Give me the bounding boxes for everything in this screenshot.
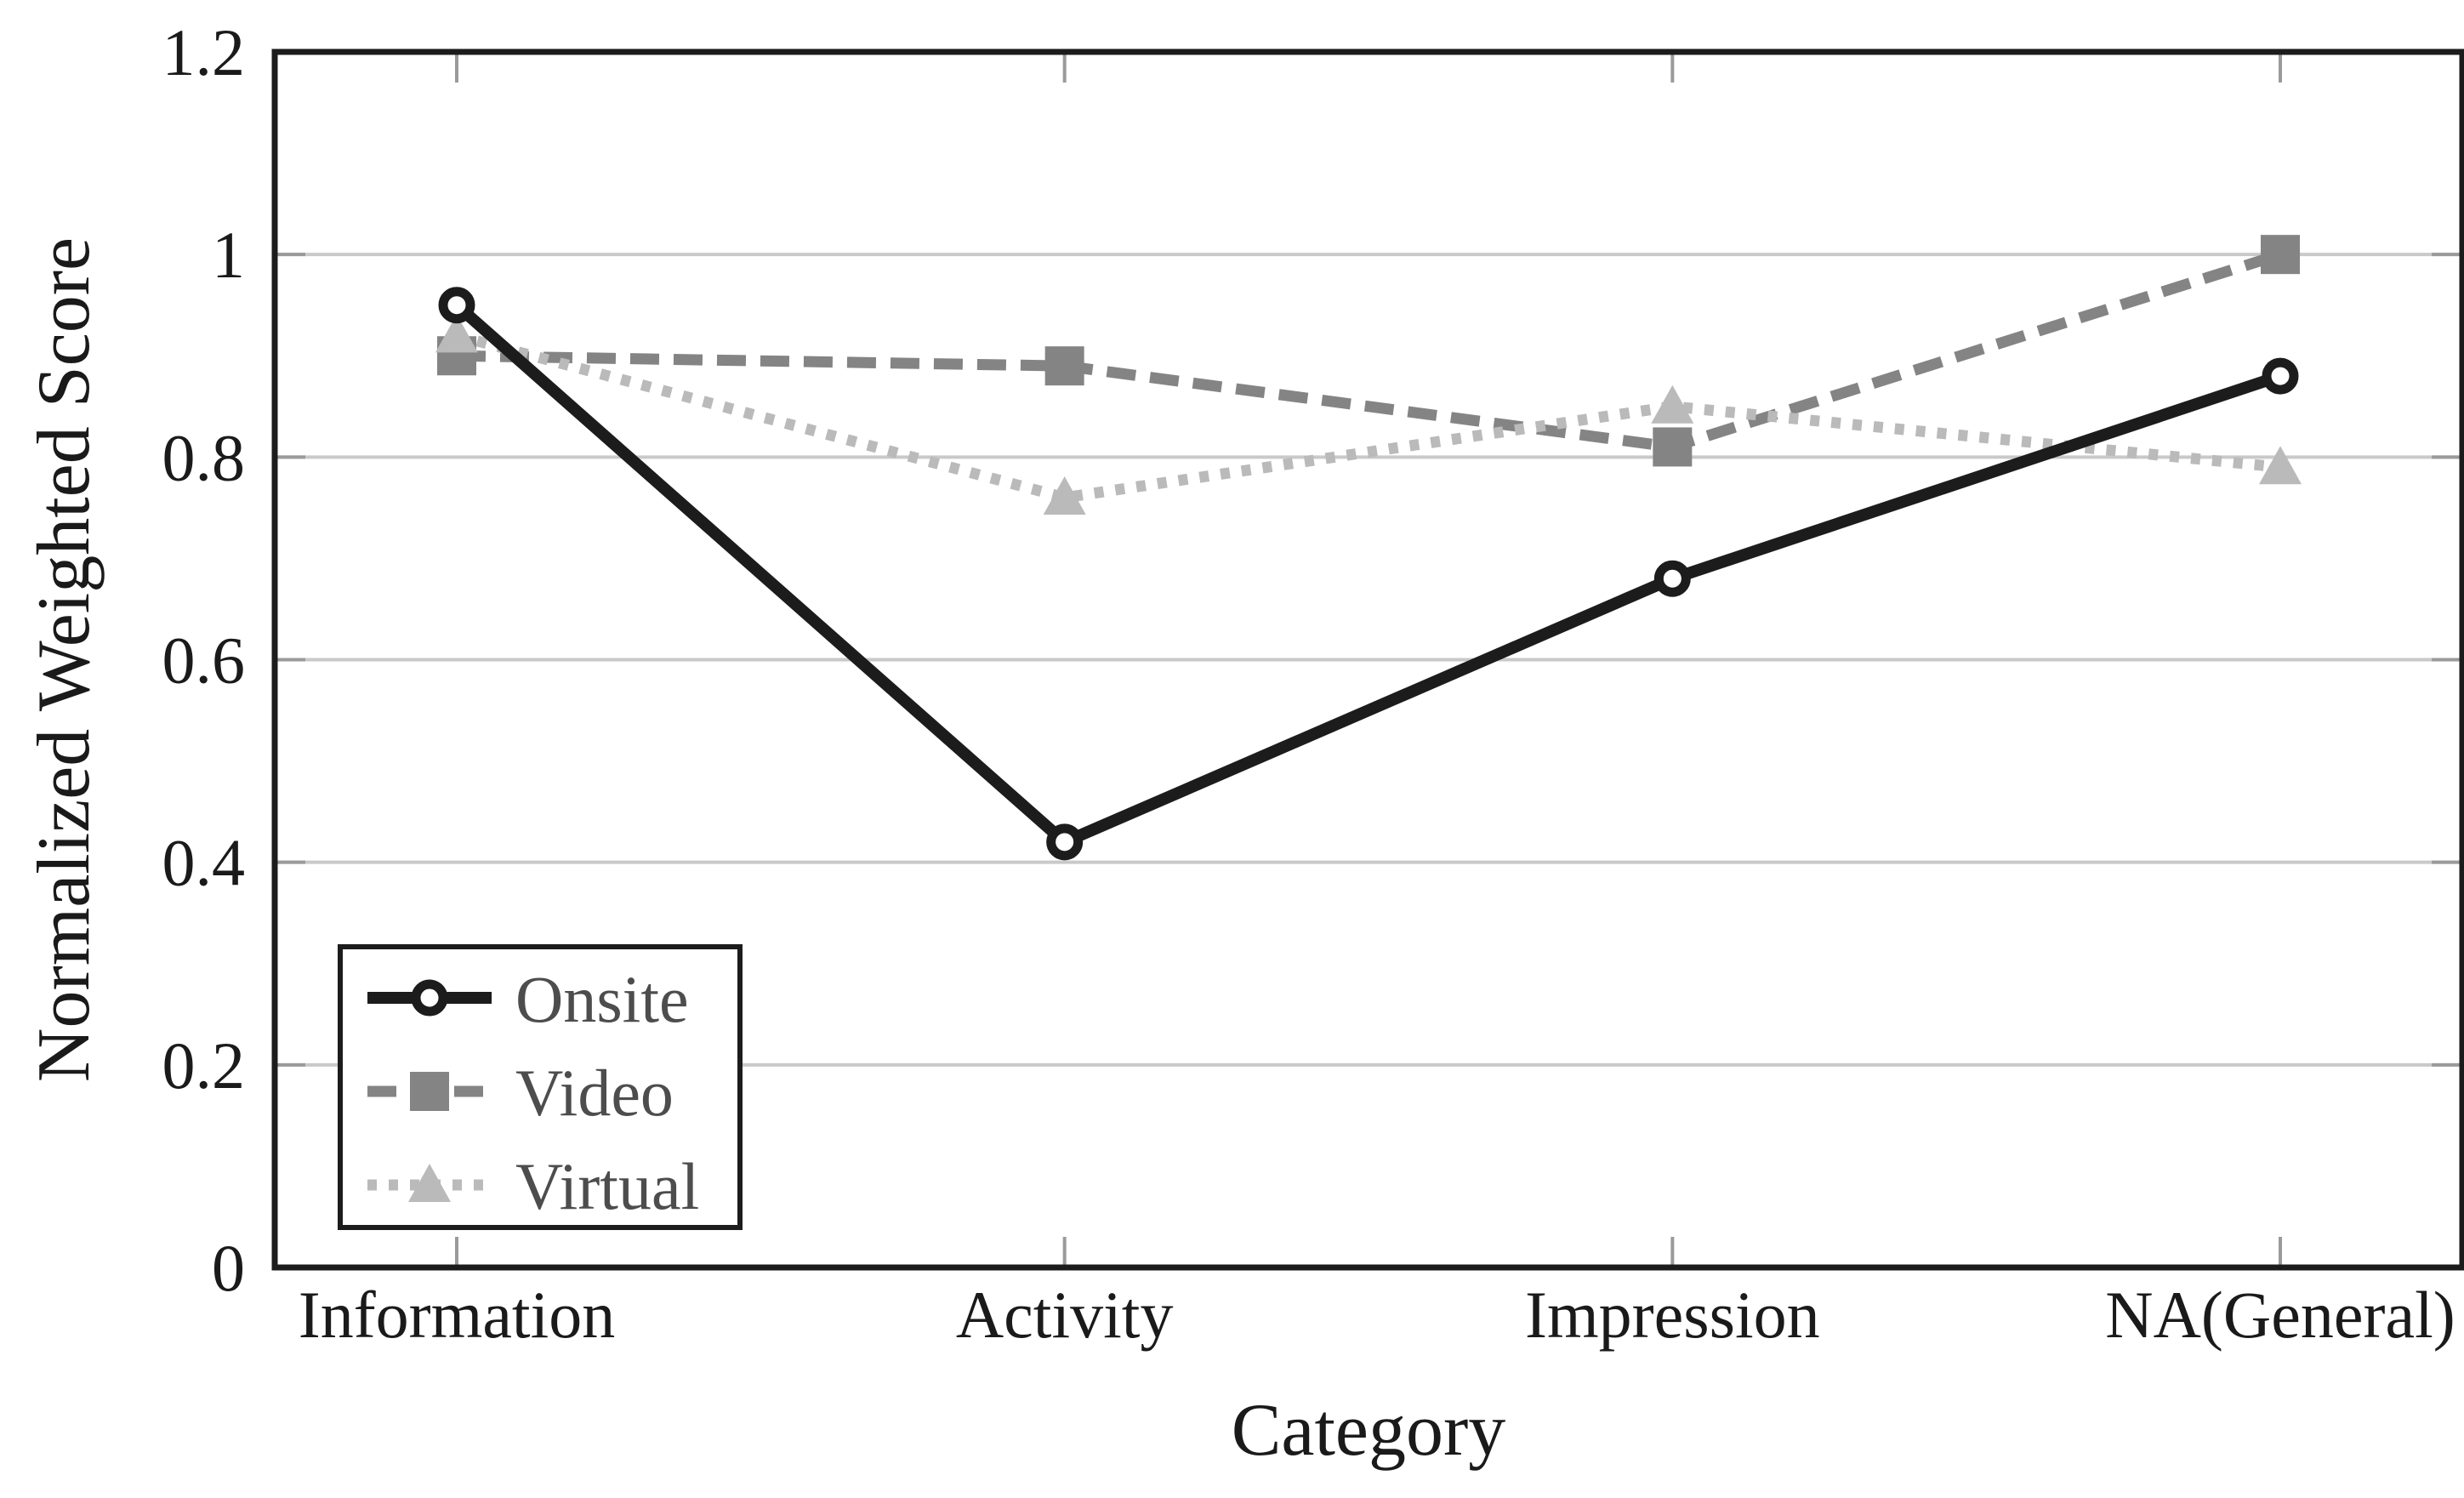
- legend-label-onsite: Onsite: [515, 962, 689, 1036]
- legend-marker-virtual: [408, 1164, 451, 1202]
- marker-onsite-activity: [1046, 823, 1084, 861]
- x-axis-label: Category: [1232, 1389, 1506, 1472]
- marker-video-activity: [1044, 346, 1084, 386]
- marker-virtual-information: [435, 314, 478, 353]
- y-axis-label: Normalized Weighted Score: [34, 237, 105, 1082]
- legend: Onsite Video Virtual: [338, 944, 743, 1230]
- legend-marker-onsite: [411, 979, 448, 1017]
- y-tick-label: 1: [212, 218, 245, 292]
- legend-entry-video: Video: [367, 1056, 674, 1130]
- legend-label-virtual: Virtual: [515, 1149, 699, 1223]
- series-line-virtual: [455, 330, 2281, 504]
- series-video: [437, 235, 2300, 467]
- marker-video-na-general: [2261, 235, 2300, 275]
- legend-label-video: Video: [515, 1056, 674, 1130]
- y-tick-label: 0.4: [162, 826, 246, 900]
- series-line-video: [456, 248, 2282, 453]
- marker-video-impression: [1653, 427, 1693, 467]
- marker-virtual-impression: [1651, 384, 1694, 424]
- series-line-onsite: [452, 300, 2283, 850]
- x-category-label: Information: [299, 1278, 616, 1352]
- x-category-label: Impression: [1525, 1278, 1820, 1352]
- y-tick-label: 0.2: [162, 1028, 246, 1102]
- gridlines: [275, 253, 2462, 1067]
- axis-text: 0 0.2 0.4 0.6 0.8 1 1.2 Information Activity Impr…: [34, 15, 2455, 1472]
- y-tick-label: 0.6: [162, 624, 246, 698]
- marker-virtual-na-general: [2259, 446, 2302, 485]
- line-chart: Onsite Video Virtual 0 0.2 0.4 0.6 0.8 1 1.2 Infor…: [34, 15, 2464, 1472]
- legend-entry-virtual: Virtual: [367, 1149, 699, 1223]
- x-category-label: Activity: [956, 1278, 1174, 1352]
- x-category-label: NA(General): [2105, 1278, 2455, 1352]
- plot-frame: [271, 48, 2464, 1271]
- marker-onsite-information: [438, 287, 475, 324]
- legend-marker-video: [410, 1072, 449, 1111]
- series-onsite: [438, 287, 2299, 861]
- legend-entry-onsite: Onsite: [367, 962, 689, 1036]
- y-tick-label: 0: [212, 1231, 245, 1305]
- marker-onsite-impression: [1653, 560, 1691, 597]
- chart-figure: Onsite Video Virtual 0 0.2 0.4 0.6 0.8 1 1.2 Infor…: [34, 14, 2464, 1484]
- y-tick-label: 0.8: [162, 420, 246, 494]
- series-virtual: [435, 314, 2302, 515]
- marker-onsite-na-general: [2262, 357, 2299, 395]
- tick-marks: [275, 52, 2462, 1267]
- marker-virtual-activity: [1043, 476, 1086, 515]
- series-group: [435, 235, 2302, 861]
- y-tick-label: 1.2: [162, 15, 246, 89]
